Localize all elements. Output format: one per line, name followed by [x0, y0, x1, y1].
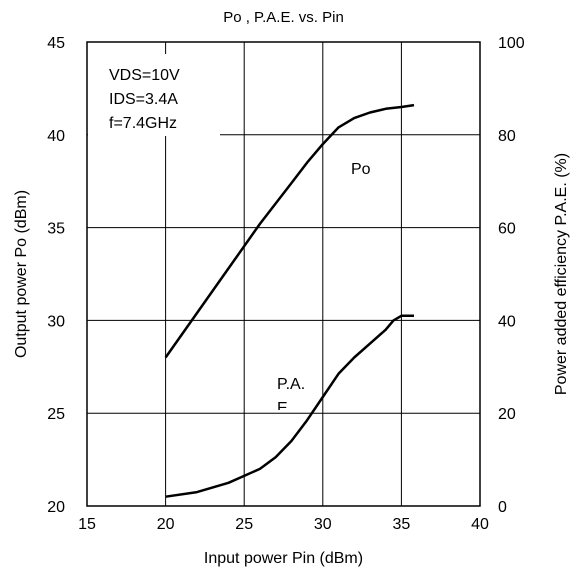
chart-title: Po , P.A.E. vs. Pin: [223, 9, 344, 26]
x-axis-ticks: 15 20 25 30 35 40: [78, 516, 489, 533]
y-left-tick-label: 35: [47, 221, 65, 238]
x-axis-label: Input power Pin (dBm): [204, 550, 363, 567]
condition-line: VDS=10V: [109, 67, 180, 84]
y-left-tick-label: 25: [47, 406, 65, 423]
conditions-text: VDS=10V IDS=3.4A f=7.4GHz: [109, 67, 180, 132]
grid: [87, 42, 480, 506]
condition-line: IDS=3.4A: [109, 91, 178, 108]
y-left-tick-label: 20: [47, 499, 65, 516]
y-right-tick-label: 60: [498, 221, 516, 238]
condition-line: f=7.4GHz: [109, 115, 177, 132]
x-tick-label: 25: [235, 516, 253, 533]
y-axis-right-ticks: 0 20 40 60 80 100: [498, 35, 525, 516]
y-right-tick-label: 20: [498, 406, 516, 423]
conditions-box: [88, 54, 220, 136]
po-series-label: Po: [351, 161, 371, 178]
pae-series-label-cont: E: [277, 400, 288, 417]
x-tick-label: 40: [471, 516, 489, 533]
y-right-tick-label: 80: [498, 128, 516, 145]
y-right-tick-label: 100: [498, 35, 525, 52]
y-axis-right-label: Power added efficiency P.A.E. (%): [553, 153, 570, 395]
y-right-tick-label: 40: [498, 313, 516, 330]
y-left-tick-label: 30: [47, 313, 65, 330]
series-line-pae: [165, 314, 414, 498]
x-tick-label: 20: [157, 516, 175, 533]
series-annotations: Po P.A. E: [277, 161, 371, 417]
x-tick-label: 15: [78, 516, 96, 533]
x-tick-label: 35: [393, 516, 411, 533]
y-right-tick-label: 0: [498, 499, 507, 516]
y-axis-left-label: Output power Po (dBm): [13, 190, 30, 358]
pae-series-label: P.A.: [277, 376, 305, 393]
series-line-po: [164, 103, 415, 359]
y-left-tick-label: 40: [47, 128, 65, 145]
plot-frame: [86, 41, 481, 507]
x-tick-label: 30: [314, 516, 332, 533]
y-axis-left-ticks: 20 25 30 35 40 45: [47, 35, 65, 516]
y-left-tick-label: 45: [47, 35, 65, 52]
series-layer: [164, 103, 415, 498]
